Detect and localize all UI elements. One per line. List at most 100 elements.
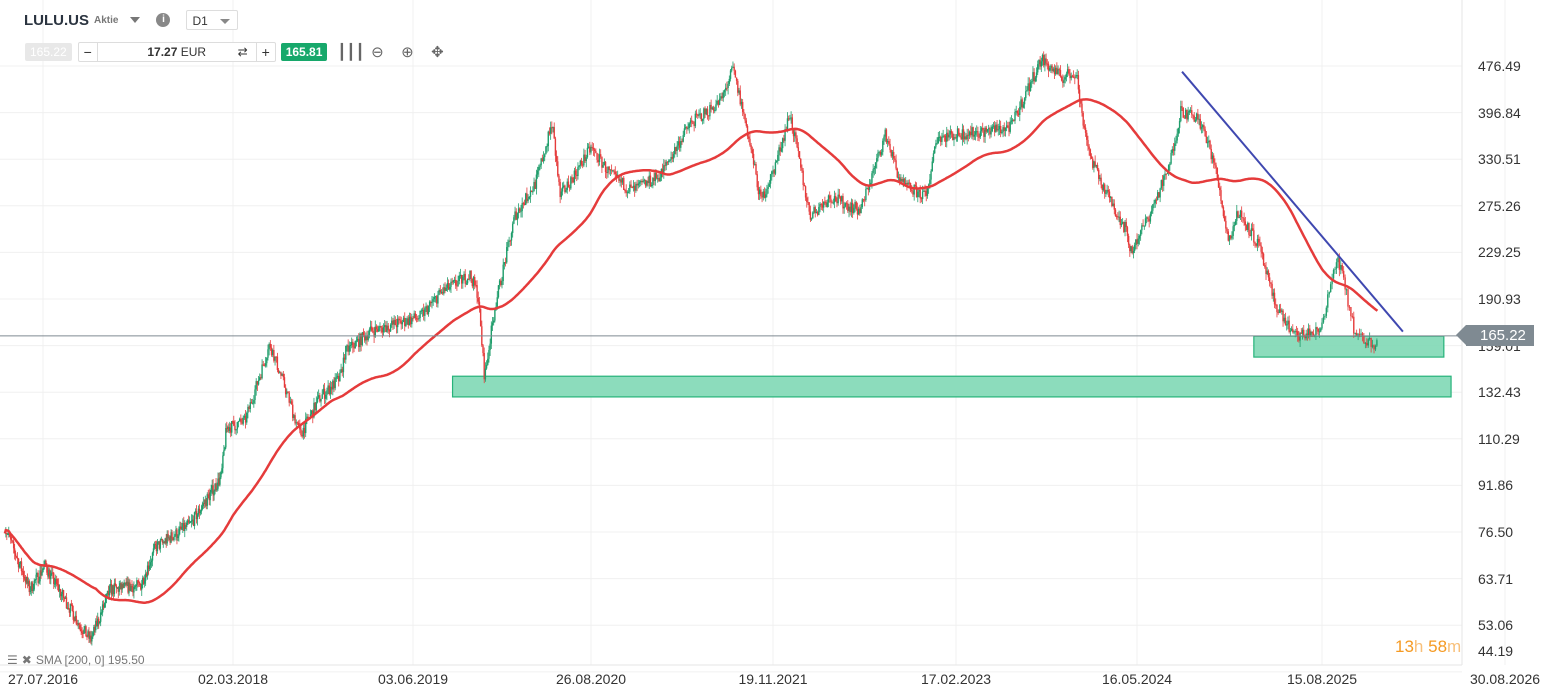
candle-body <box>57 584 60 592</box>
candle-body <box>1376 340 1378 346</box>
move-icon[interactable]: ✥ <box>431 44 444 61</box>
candle-body <box>356 338 359 341</box>
candle-body <box>956 128 959 138</box>
candle-body <box>748 136 750 139</box>
info-icon[interactable]: i <box>156 13 171 27</box>
increase-button[interactable]: + <box>261 44 270 60</box>
candle-body <box>431 301 433 304</box>
candle-body <box>379 326 381 328</box>
candle-body <box>1303 329 1305 336</box>
candle-body <box>895 160 897 169</box>
candle-body <box>488 349 490 359</box>
candle-body <box>967 134 970 136</box>
candle-body <box>1028 83 1031 91</box>
candle-body <box>894 158 896 161</box>
candle-body <box>1277 312 1279 314</box>
candle-body <box>16 557 19 559</box>
candle-body <box>394 319 397 326</box>
candle-body <box>666 161 669 163</box>
candle-body <box>866 187 868 189</box>
candle-body <box>491 322 494 326</box>
quantity-input[interactable]: 17.27 EUR ⇄ <box>96 43 257 61</box>
candle-body <box>10 536 12 540</box>
candle-body <box>1187 112 1189 120</box>
candle-body <box>1138 236 1141 239</box>
candle-body <box>738 90 740 93</box>
decrease-button[interactable]: − <box>83 44 92 60</box>
candle-body <box>1294 331 1296 333</box>
zoom-in-icon[interactable]: ⊕ <box>401 44 414 61</box>
candle-body <box>1059 70 1062 77</box>
candle-body <box>568 187 571 189</box>
candle-body <box>330 386 333 390</box>
trendline[interactable] <box>1181 71 1404 333</box>
candle-body <box>561 187 564 192</box>
indicator-remove-icon[interactable]: ✖ <box>21 653 32 667</box>
candle-body <box>1126 227 1129 236</box>
candle-body <box>1120 223 1123 226</box>
sell-button[interactable]: 165.22 <box>25 43 72 61</box>
candle-body <box>462 276 464 284</box>
candle-body <box>694 113 697 127</box>
candle-body <box>1318 331 1321 333</box>
candle-body <box>496 297 498 307</box>
candle-body <box>326 390 328 395</box>
candle-body <box>11 539 13 541</box>
candle-body <box>360 333 362 345</box>
candle-body <box>482 345 484 353</box>
candle-body <box>1287 320 1289 325</box>
candle-body <box>761 196 763 198</box>
candle-body <box>494 309 496 321</box>
candle-body <box>1056 67 1058 74</box>
candle-body <box>372 330 374 333</box>
candle-body <box>789 118 791 120</box>
candle-body <box>919 189 921 199</box>
candle-body <box>541 158 544 162</box>
candle-body <box>949 131 952 135</box>
candle-body <box>186 520 189 523</box>
indicator-settings-icon[interactable]: ☰ <box>7 653 18 667</box>
candle-body <box>542 157 545 162</box>
candle-body <box>830 198 832 203</box>
candle-body <box>953 137 955 140</box>
candle-body <box>835 196 837 202</box>
candle-body <box>1054 67 1057 75</box>
candle-body <box>1276 304 1278 313</box>
symbol[interactable]: LULU.US <box>24 11 89 29</box>
candle-body <box>14 553 17 557</box>
candle-body <box>710 104 712 110</box>
candle-body <box>1188 110 1191 113</box>
candle-body <box>125 582 127 585</box>
candle-body <box>234 425 236 431</box>
buy-button[interactable]: 165.81 <box>280 43 328 61</box>
candle-body <box>310 410 313 415</box>
candle-body <box>1144 218 1147 226</box>
candle-body <box>470 271 472 279</box>
candle-body <box>1080 101 1082 104</box>
candle-body <box>172 538 174 541</box>
candle-body <box>563 185 565 188</box>
swap-icon[interactable]: ⇄ <box>237 45 248 59</box>
quantity-stepper[interactable]: − 17.27 EUR ⇄ + <box>77 42 276 62</box>
candle-body <box>432 299 434 302</box>
candle-body <box>872 169 874 174</box>
candle-body <box>1202 125 1204 128</box>
candle-body <box>989 128 991 135</box>
candle-body <box>485 364 488 369</box>
candle-body <box>870 182 872 185</box>
candle-body <box>758 189 761 195</box>
candle-body <box>275 356 277 358</box>
candle-body <box>200 509 203 512</box>
candle-body <box>850 202 853 213</box>
candle-body <box>159 540 162 549</box>
candle-body <box>946 132 948 142</box>
candle-body <box>831 202 833 204</box>
symbol-dropdown-icon[interactable] <box>130 17 141 23</box>
candles-icon[interactable]: ┃┃┃ <box>337 44 365 61</box>
candle-body <box>396 318 399 328</box>
candle-body <box>73 619 75 621</box>
candle-body <box>701 119 704 121</box>
timeframe-select[interactable]: D1 <box>186 10 239 30</box>
zoom-out-icon[interactable]: ⊖ <box>371 44 384 61</box>
